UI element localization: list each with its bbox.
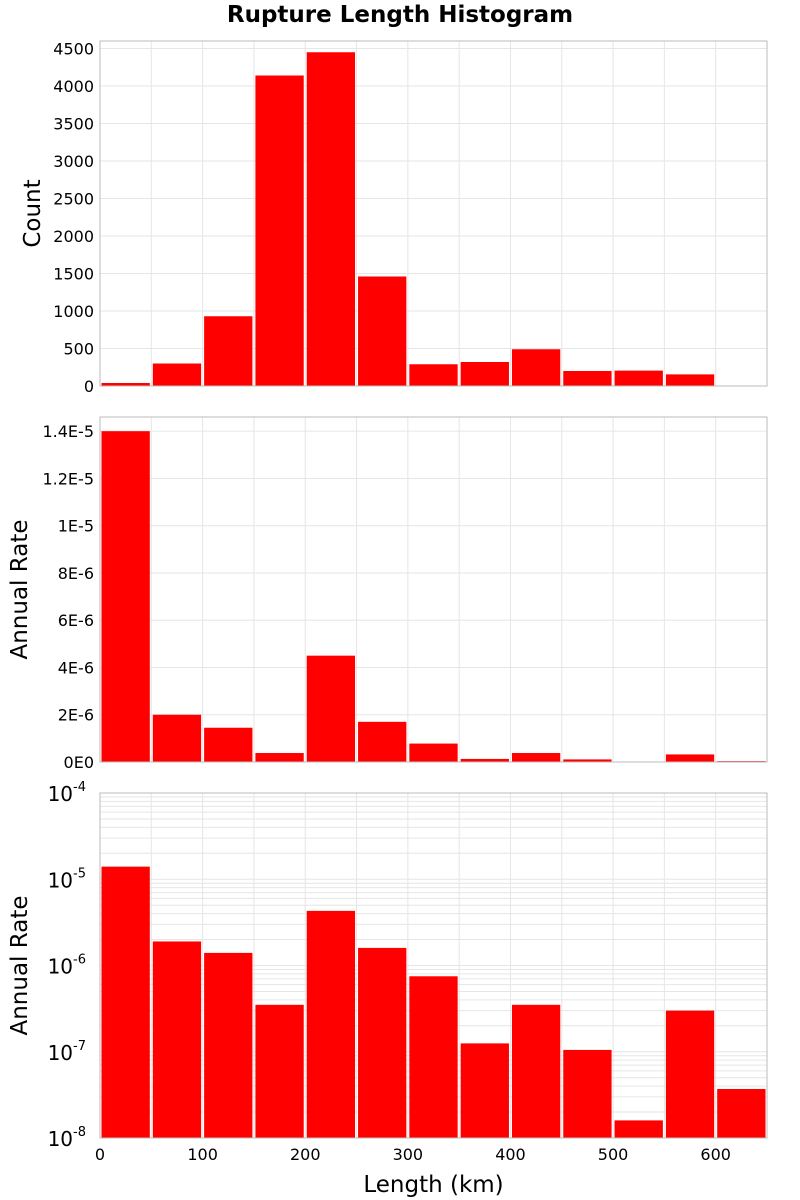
y-tick-label: 500 <box>63 340 94 359</box>
y-tick-label: 2000 <box>53 227 94 246</box>
x-tick-label: 600 <box>700 1145 731 1164</box>
x-tick-label: 0 <box>95 1145 105 1164</box>
y-tick-label: 4E-6 <box>58 658 94 677</box>
histogram-bar <box>306 910 356 1138</box>
histogram-bar <box>563 1049 612 1138</box>
histogram-bar <box>409 976 458 1138</box>
x-tick-label: 500 <box>598 1145 629 1164</box>
histogram-bar <box>460 362 509 386</box>
plot-frame <box>99 40 768 387</box>
y-tick-label: 10-7 <box>48 1039 86 1065</box>
y-tick-label: 1E-5 <box>58 517 94 536</box>
y-axis-label: Count <box>20 179 46 247</box>
y-tick-label: 3000 <box>53 152 94 171</box>
histogram-bar <box>255 75 304 386</box>
histogram-bar <box>204 952 253 1138</box>
histogram-bar <box>152 363 202 386</box>
histogram-bar <box>665 374 715 386</box>
histogram-bar <box>358 276 407 386</box>
y-tick-label: 1500 <box>53 265 94 284</box>
y-tick-label: 3500 <box>53 115 94 134</box>
histogram-bar <box>614 1120 663 1138</box>
histogram-bar <box>409 364 458 386</box>
plot-frame <box>99 792 768 1139</box>
histogram-bar <box>511 753 561 762</box>
histogram-bar <box>358 721 407 762</box>
y-tick-label: 2E-6 <box>58 706 94 725</box>
histogram-bar <box>563 371 612 386</box>
plot-frame <box>99 416 768 763</box>
histogram-bar <box>665 1010 715 1138</box>
histogram-bar <box>152 941 202 1138</box>
histogram-bar <box>614 370 663 386</box>
histogram-bar <box>152 714 202 762</box>
histogram-bar <box>101 431 150 762</box>
histogram-bar <box>409 743 458 762</box>
y-tick-label: 8E-6 <box>58 564 94 583</box>
y-tick-label: 10-8 <box>48 1125 86 1151</box>
x-tick-label: 200 <box>290 1145 321 1164</box>
y-tick-label: 4000 <box>53 77 94 96</box>
y-tick-label: 1.2E-5 <box>42 469 94 488</box>
histogram-bar <box>204 316 253 386</box>
y-axis-label: Annual Rate <box>7 520 33 660</box>
y-tick-label: 10-5 <box>48 866 86 892</box>
x-tick-label: 100 <box>187 1145 218 1164</box>
histogram-bar <box>255 753 304 762</box>
y-tick-label: 6E-6 <box>58 611 94 630</box>
histogram-bar <box>255 1004 304 1138</box>
x-tick-label: 300 <box>393 1145 424 1164</box>
y-axis-label: Annual Rate <box>7 896 33 1036</box>
histogram-bar <box>306 52 356 386</box>
histogram-bar <box>101 866 150 1138</box>
histogram-bar <box>460 1043 509 1138</box>
y-tick-label: 10-4 <box>48 780 86 806</box>
y-tick-label: 1000 <box>53 302 94 321</box>
y-tick-label: 2500 <box>53 190 94 209</box>
histogram-bar <box>460 758 509 762</box>
chart-title: Rupture Length Histogram <box>226 2 574 28</box>
y-tick-label: 1.4E-5 <box>42 422 94 441</box>
y-tick-label: 10-6 <box>48 953 86 979</box>
y-tick-label: 4500 <box>53 40 94 59</box>
histogram-bar <box>511 1004 561 1138</box>
histogram-bar <box>358 947 407 1138</box>
histogram-bar <box>511 349 561 386</box>
histogram-bar <box>306 655 356 762</box>
histogram-bar <box>717 1088 766 1138</box>
y-tick-label: 0 <box>84 377 94 396</box>
histogram-bar <box>563 759 612 762</box>
y-tick-label: 0E0 <box>64 753 94 772</box>
histogram-bar <box>665 754 715 762</box>
x-axis-label: Length (km) <box>363 1172 503 1198</box>
x-tick-label: 400 <box>495 1145 526 1164</box>
histogram-bar <box>204 727 253 762</box>
histogram-bar <box>101 383 150 386</box>
